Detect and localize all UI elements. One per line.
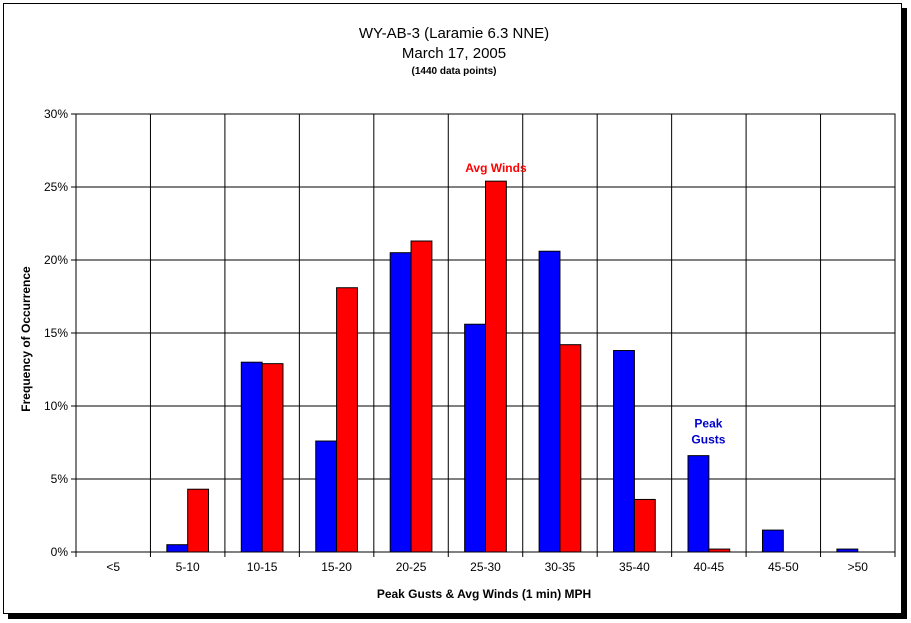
bar-blue [389,252,412,553]
bar-blue [538,250,561,553]
bar-red [336,287,358,553]
bar-blue [687,455,710,553]
bar-blue [166,544,189,553]
x-tick-label: >50 [848,560,869,574]
annotation-avg-winds: Avg Winds [465,161,527,175]
bar-red [559,344,582,553]
bar-blue [464,323,487,553]
y-tick-label: 20% [44,253,68,267]
x-tick-label: 15-20 [321,560,352,574]
x-tick-label: 5-10 [176,560,200,574]
bar-red [708,548,731,553]
chart-subtitle: (1440 data points) [411,66,496,77]
chart-title-date: March 17, 2005 [402,45,506,62]
x-tick-label: 40-45 [694,560,725,574]
annotation-peak-gusts-line1: Peak [694,417,722,431]
x-axis-label: Peak Gusts & Avg Winds (1 min) MPH [377,587,591,601]
bar-red [633,498,656,553]
plot-area: 0% 5% 10% 15% 20% 25% 30% <5 5-10 10-15 15-20 20-25… [44,107,896,574]
bar-red [410,240,433,553]
y-tick-label: 25% [44,180,68,194]
bar-red [261,363,284,553]
bar-blue [613,350,635,553]
bar-blue [761,529,784,553]
chart-frame [3,3,902,614]
x-tick-label: 30-35 [545,560,576,574]
bar-blue [836,548,859,553]
chart-title: WY-AB-3 (Laramie 6.3 NNE) [359,25,549,42]
bar-red [187,488,210,553]
bar-red [485,180,507,553]
x-tick-label: 20-25 [396,560,427,574]
x-tick-label: 45-50 [768,560,799,574]
y-tick-label: 5% [51,472,69,486]
bar-blue [315,440,338,553]
x-tick-label: <5 [106,560,120,574]
y-tick-label: 0% [51,545,69,559]
bar-blue [240,361,263,553]
y-tick-label: 30% [44,107,68,121]
y-tick-label: 15% [44,326,68,340]
x-tick-label: 35-40 [619,560,650,574]
annotation-peak-gusts-line2: Gusts [691,433,725,447]
y-axis-label: Frequency of Occurrence [19,266,33,412]
x-tick-label: 10-15 [247,560,278,574]
x-tick-label: 25-30 [470,560,501,574]
y-tick-label: 10% [44,399,68,413]
